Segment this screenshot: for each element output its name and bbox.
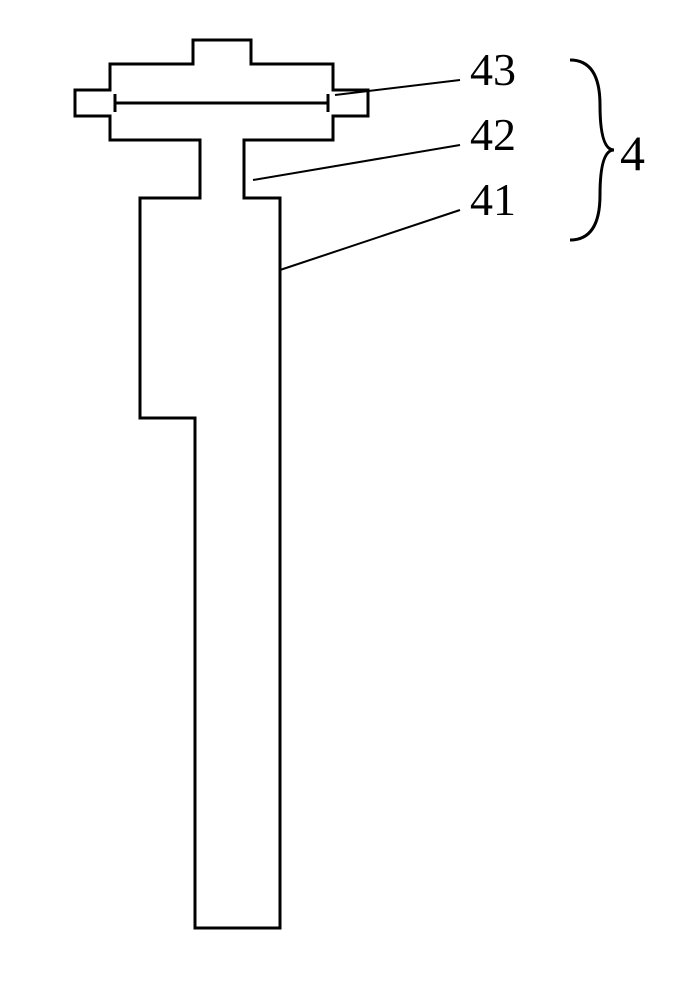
label-42: 42 — [470, 109, 516, 160]
mechanical-part — [75, 40, 368, 928]
leader-lines — [253, 80, 460, 270]
group-brace — [570, 60, 614, 240]
label-41: 41 — [470, 174, 516, 225]
technical-figure: 43 42 41 4 — [0, 0, 694, 986]
reference-labels: 43 42 41 4 — [470, 44, 645, 225]
label-43: 43 — [470, 44, 516, 95]
label-4: 4 — [620, 125, 645, 181]
